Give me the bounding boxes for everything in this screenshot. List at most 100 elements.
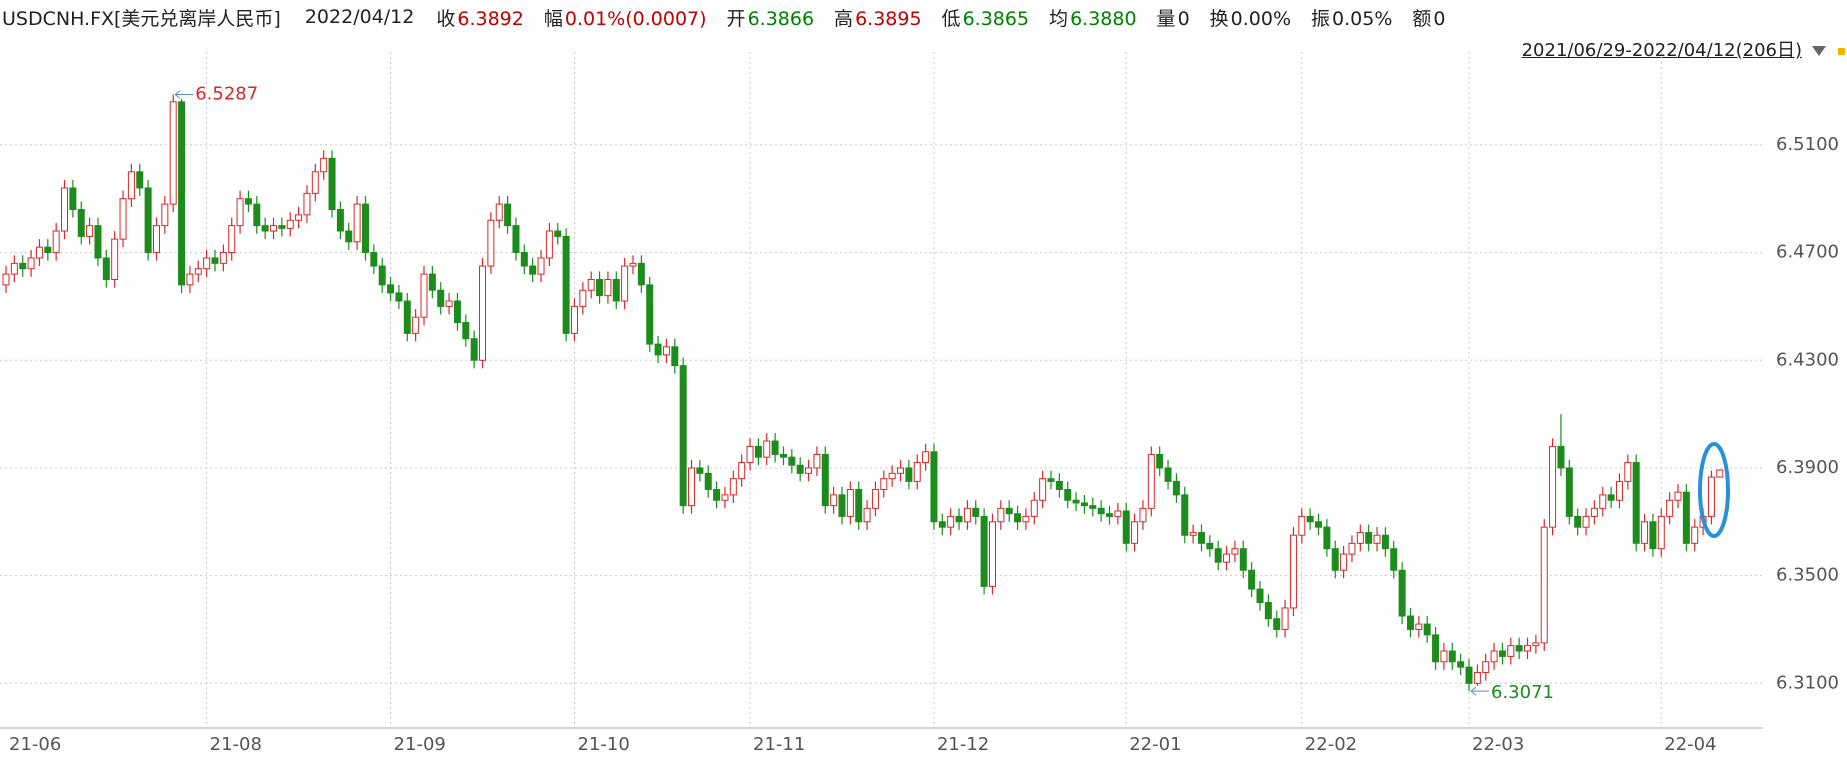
- candle-body: [453, 300, 461, 324]
- candle-body: [487, 219, 495, 267]
- candle-body: [1415, 623, 1423, 630]
- candle-body: [1231, 548, 1239, 555]
- candle-body: [119, 198, 127, 240]
- candle-body: [278, 225, 286, 229]
- x-tick-label: 22-03: [1472, 734, 1524, 755]
- candle-body: [1131, 521, 1139, 544]
- candle-body: [905, 467, 913, 482]
- candle-body: [127, 171, 135, 200]
- candle-body: [161, 203, 169, 227]
- candle-body: [679, 365, 687, 507]
- candle-body: [1524, 645, 1532, 652]
- candle-body: [621, 265, 629, 302]
- candle-body: [1248, 569, 1256, 590]
- candle-body: [211, 257, 219, 264]
- field-label: 幅: [543, 7, 563, 30]
- candle-body: [1423, 623, 1431, 636]
- candle-body: [721, 494, 729, 501]
- candle-body: [662, 346, 670, 356]
- candle-body: [1005, 507, 1013, 515]
- low-label: 6.3071: [1491, 682, 1554, 703]
- candle-body: [428, 273, 436, 291]
- range-selector[interactable]: 2021/06/29-2022/04/12(206日): [1521, 40, 1802, 61]
- candle-body: [930, 451, 938, 523]
- candle-body: [1315, 521, 1323, 528]
- candle-body: [805, 467, 813, 474]
- candle-body: [1273, 618, 1281, 630]
- candle-body: [136, 171, 144, 189]
- high-label: 6.5287: [195, 84, 258, 105]
- annotation-arrow-head: [1470, 686, 1477, 696]
- candle-body: [779, 453, 787, 458]
- candle-body: [545, 230, 553, 259]
- candle-body: [963, 507, 971, 523]
- candle-body: [1649, 521, 1657, 550]
- candle-body: [738, 462, 746, 480]
- candle-body: [1223, 553, 1231, 563]
- candle-body: [646, 284, 654, 345]
- candle-body: [1557, 445, 1565, 469]
- candle-body: [1473, 672, 1481, 684]
- candle-body: [570, 305, 578, 334]
- candle-body: [1030, 499, 1038, 517]
- candle-body: [1498, 650, 1506, 657]
- candle-body: [1540, 526, 1548, 644]
- candle-body: [1666, 499, 1674, 517]
- candle-body: [713, 488, 721, 501]
- quote-field: 低 6.3865: [942, 4, 1030, 31]
- candle-body: [913, 462, 921, 482]
- candle-body: [1172, 480, 1180, 496]
- candle-body: [1147, 453, 1155, 509]
- candle-body: [863, 507, 871, 523]
- candle-body: [1390, 548, 1398, 571]
- candle-body: [1373, 534, 1381, 544]
- candle-body: [219, 252, 227, 264]
- candle-body: [320, 157, 328, 173]
- candle-body: [1490, 650, 1498, 663]
- candle-body: [19, 262, 27, 270]
- y-tick-label: 6.3900: [1776, 457, 1839, 478]
- quote-field: 高 6.3895: [834, 4, 922, 31]
- candle-body: [61, 187, 69, 232]
- field-label: 额: [1412, 7, 1432, 30]
- candle-body: [629, 262, 637, 267]
- candle-body: [152, 225, 160, 254]
- candle-body: [52, 230, 60, 254]
- candle-body: [763, 440, 771, 458]
- candle-body: [922, 451, 930, 464]
- marker-icon: [1838, 48, 1845, 55]
- candle-body: [1256, 588, 1264, 604]
- candle-body: [838, 494, 846, 517]
- candle-body: [1331, 548, 1339, 571]
- candle-body: [361, 203, 369, 254]
- field-value: 0.01%(0.0007): [564, 7, 707, 30]
- candle-body: [671, 346, 679, 367]
- candle-body: [821, 453, 829, 507]
- candle-body: [144, 187, 152, 254]
- field-label: 量: [1156, 7, 1176, 30]
- candle-body: [10, 262, 18, 275]
- candle-body: [1590, 507, 1598, 517]
- candle-body: [253, 203, 261, 227]
- candle-body: [688, 467, 696, 507]
- candle-body: [537, 257, 545, 275]
- candle-body: [311, 171, 319, 194]
- candle-body: [1532, 642, 1540, 647]
- dropdown-icon[interactable]: [1812, 46, 1826, 56]
- candle-body: [403, 300, 411, 334]
- candle-body: [830, 494, 838, 507]
- y-tick-label: 6.3100: [1776, 672, 1839, 693]
- candle-body: [1398, 569, 1406, 617]
- quote-field: 幅 0.01%(0.0007): [544, 4, 707, 31]
- candle-body: [1323, 526, 1331, 550]
- candle-body: [796, 464, 804, 474]
- candle-body: [412, 316, 420, 334]
- field-label: 收: [436, 7, 456, 30]
- candle-body: [1139, 507, 1147, 523]
- candle-body: [270, 225, 278, 232]
- candle-body: [654, 343, 662, 356]
- candle-body: [1582, 515, 1590, 528]
- candle-body: [554, 230, 562, 237]
